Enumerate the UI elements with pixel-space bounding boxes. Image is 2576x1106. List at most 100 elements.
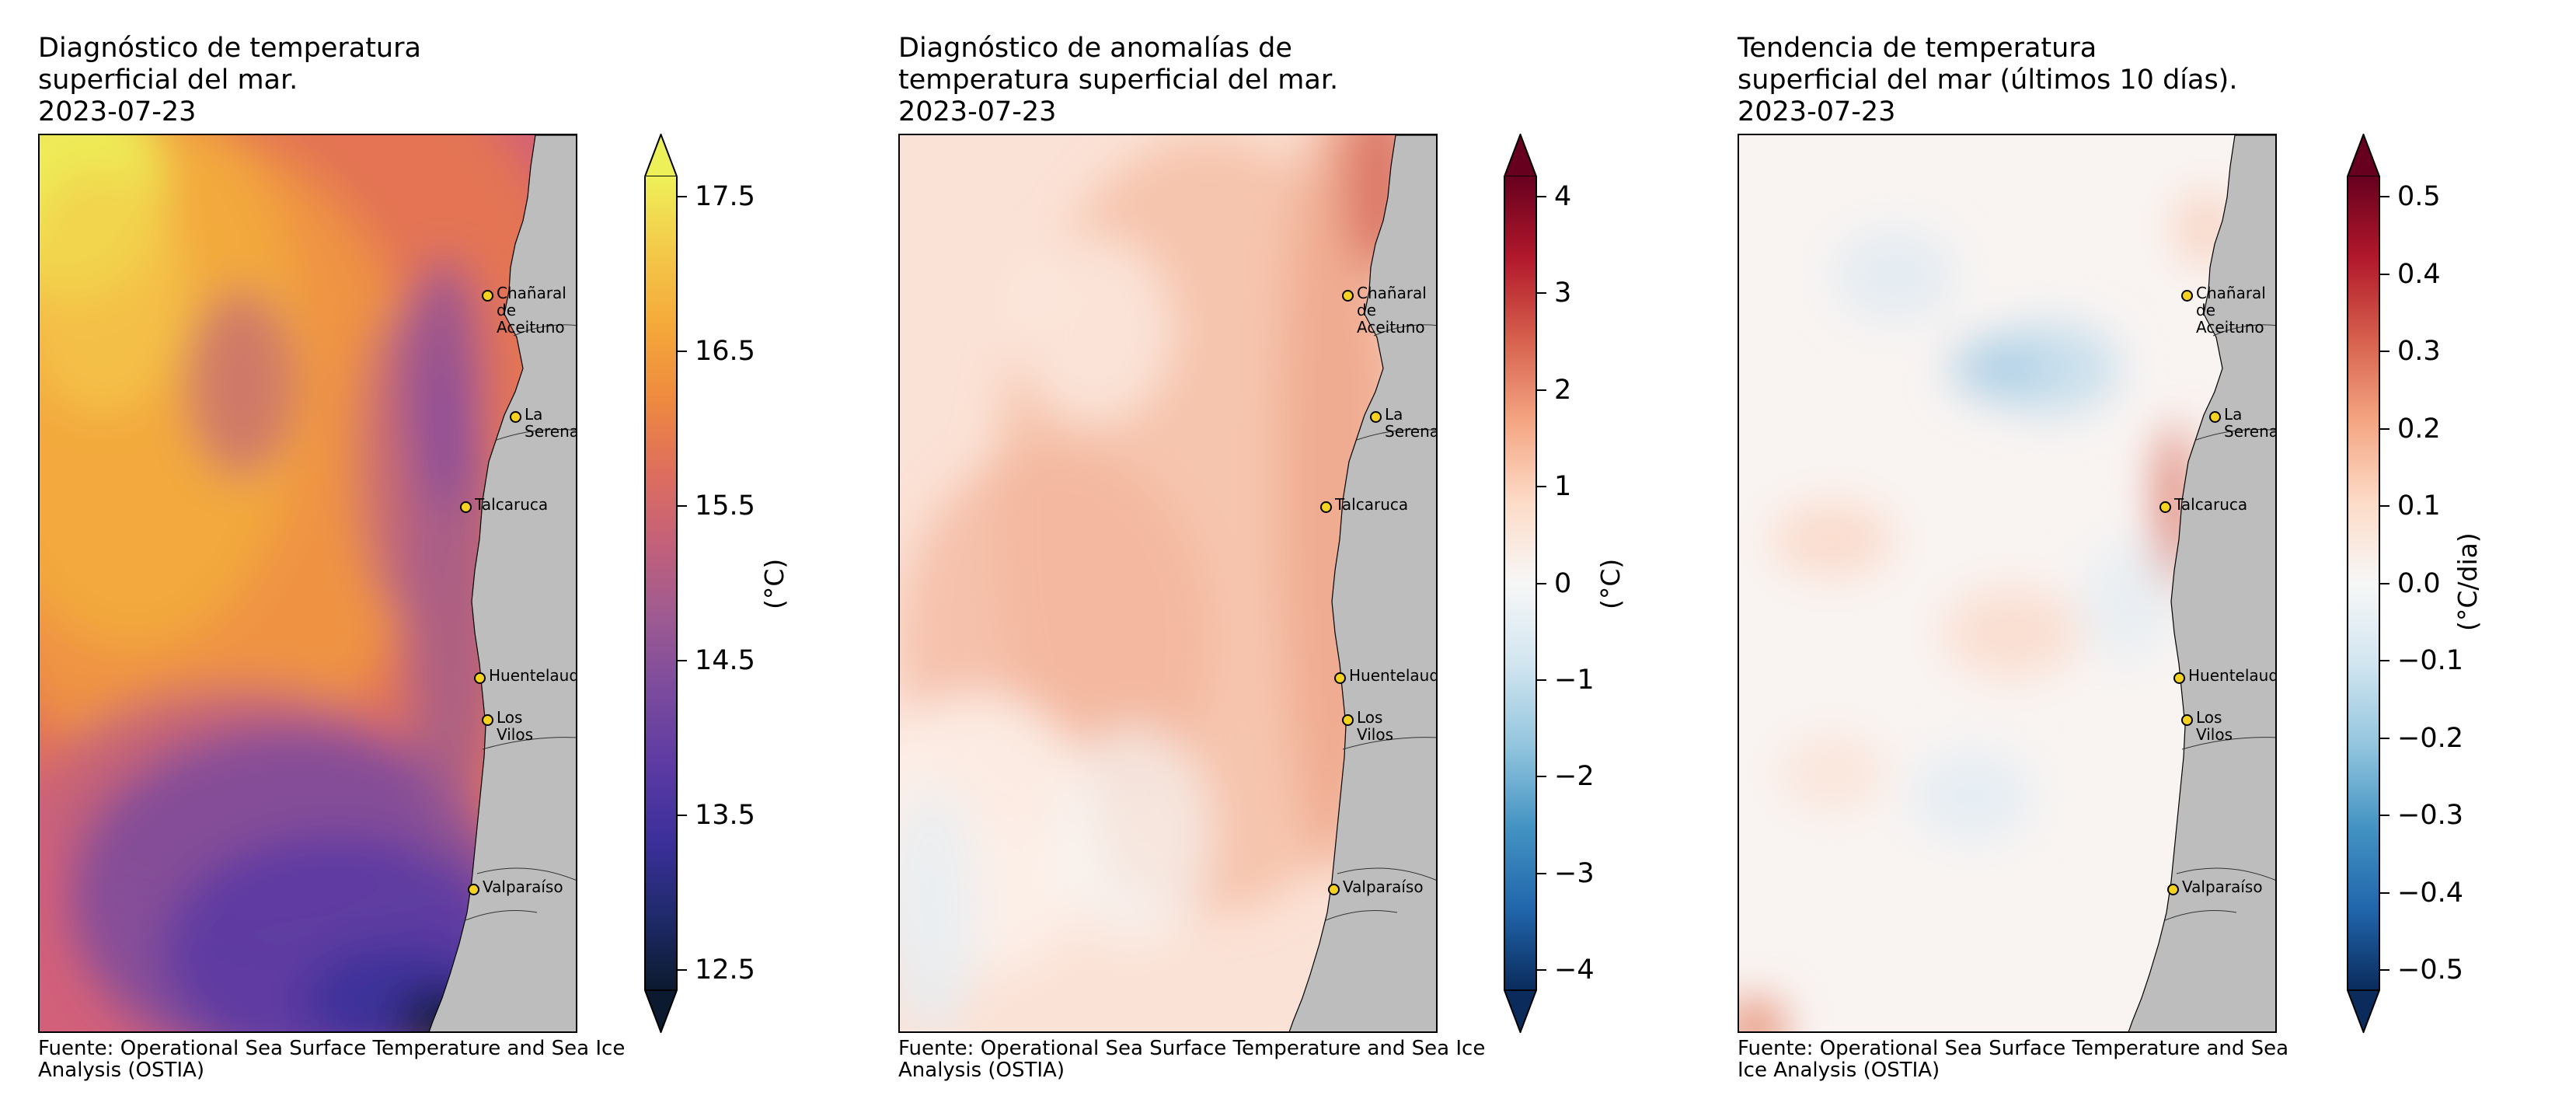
city-dot: [1342, 714, 1354, 726]
colorbar-tick-label: 17.5: [695, 181, 755, 212]
region-boundary: [2195, 429, 2275, 441]
colorbar-unit: (°C): [759, 558, 790, 609]
region-boundary: [1325, 910, 1398, 921]
colorbar-gradient: [2347, 176, 2380, 990]
region-boundary: [1373, 324, 1436, 337]
city-label: Talcaruca: [1335, 495, 1409, 514]
city-label: Los Vilos: [2196, 708, 2233, 744]
colorbar-tick-label: 1: [1554, 471, 1572, 503]
colorbar-tick-label: 0.0: [2397, 567, 2441, 599]
city-dot: [1342, 290, 1354, 302]
city-dot: [2173, 672, 2185, 684]
colorbar-min-arrow: [644, 989, 678, 1033]
colorbar-tick-label: 4: [1554, 181, 1572, 212]
region-boundary: [513, 324, 576, 337]
city-label: Talcaruca: [2174, 495, 2248, 514]
source-note: Fuente: Operational Sea Surface Temperat…: [1738, 1037, 2289, 1082]
colorbar-min-arrow: [1504, 989, 1537, 1033]
sst-field: [40, 135, 576, 1031]
panel-title: Diagnóstico de temperatura superficial d…: [38, 33, 421, 127]
city-label: La Serena: [2224, 405, 2277, 441]
region-boundary: [2212, 324, 2275, 337]
city-dot: [468, 884, 479, 895]
colorbar-tick-label: 13.5: [695, 800, 755, 831]
colorbar-gradient: [644, 176, 678, 990]
source-note: Fuente: Operational Sea Surface Temperat…: [898, 1037, 1486, 1082]
colorbar-unit: (°C): [1595, 558, 1626, 609]
region-boundary: [1337, 867, 1436, 881]
city-label: La Serena: [525, 405, 577, 441]
city-label: La Serena: [1385, 405, 1438, 441]
city-label: Huentelauquen: [1349, 666, 1436, 685]
colorbar-tick-label: 2: [1554, 374, 1572, 406]
city-label: Los Vilos: [497, 708, 534, 744]
colorbar-unit: (°C/dia): [2452, 532, 2483, 631]
region-boundary: [2164, 910, 2237, 921]
region-boundary: [476, 867, 576, 881]
city-dot: [482, 714, 493, 726]
colorbar-tick-label: −4: [1554, 954, 1595, 986]
land-mass: [1288, 135, 1436, 1031]
colorbar-tick-label: −0.5: [2397, 954, 2463, 986]
colorbar-tick-label: 0.1: [2397, 490, 2441, 522]
city-label: Valparaíso: [1343, 877, 1424, 896]
colorbar-tick-label: −3: [1554, 857, 1595, 889]
sst-panel: Diagnóstico de temperatura superficial d…: [38, 0, 815, 1106]
colorbar-tick-label: −0.4: [2397, 877, 2463, 909]
map-canvas: [40, 135, 576, 1031]
colorbar-tick-label: 3: [1554, 277, 1572, 309]
map-canvas: [900, 135, 1436, 1031]
city-label: Valparaíso: [483, 877, 563, 896]
city-dot: [1328, 884, 1340, 895]
colorbar-tick-label: 0.5: [2397, 181, 2441, 212]
city-dot: [482, 290, 493, 302]
city-label: Chañaral de Aceituno: [497, 284, 566, 337]
region-boundary: [2181, 737, 2275, 750]
colorbar-max-arrow: [644, 134, 678, 177]
colorbar-tick-label: 0.3: [2397, 336, 2441, 367]
city-label: Talcaruca: [475, 495, 549, 514]
city-dot: [474, 672, 486, 684]
city-dot: [2181, 290, 2193, 302]
city-label: Chañaral de Aceituno: [2196, 284, 2266, 337]
source-note: Fuente: Operational Sea Surface Temperat…: [38, 1037, 626, 1082]
colorbar-gradient: [1504, 176, 1537, 990]
colorbar-tick-label: 16.5: [695, 336, 755, 367]
colorbar-tick-label: 0.2: [2397, 413, 2441, 445]
city-dot: [1334, 672, 1346, 684]
city-label: Valparaíso: [2182, 877, 2263, 896]
city-dot: [1370, 411, 1382, 423]
city-dot: [510, 411, 521, 423]
region-boundary: [1356, 429, 1436, 441]
city-label: Los Vilos: [1357, 708, 1394, 744]
region-boundary: [496, 429, 576, 441]
region-boundary: [482, 737, 576, 750]
city-dot: [460, 501, 472, 513]
colorbar-tick-label: 0.4: [2397, 258, 2441, 290]
trend-panel: Tendencia de temperatura superficial del…: [1738, 0, 2515, 1106]
colorbar-tick-label: −0.3: [2397, 800, 2463, 831]
city-dot: [2209, 411, 2221, 423]
city-label: Huentelauquen: [2188, 666, 2275, 685]
land-mass: [2128, 135, 2275, 1031]
colorbar-tick-label: −0.2: [2397, 722, 2463, 754]
colorbar-tick-label: −1: [1554, 664, 1595, 696]
colorbar-tick-label: −0.1: [2397, 645, 2463, 676]
anomaly-panel: Diagnóstico de anomalías de temperatura …: [898, 0, 1675, 1106]
land-mass: [428, 135, 576, 1031]
colorbar-tick-label: 15.5: [695, 490, 755, 522]
colorbar-tick-label: 12.5: [695, 954, 755, 986]
colorbar-max-arrow: [1504, 134, 1537, 177]
city-dot: [1320, 501, 1332, 513]
city-dot: [2159, 501, 2171, 513]
region-boundary: [1342, 737, 1436, 750]
city-label: Huentelauquen: [489, 666, 576, 685]
colorbar-tick-label: 14.5: [695, 645, 755, 676]
city-label: Chañaral de Aceituno: [1357, 284, 1427, 337]
region-boundary: [465, 910, 538, 921]
colorbar-min-arrow: [2347, 989, 2380, 1033]
colorbar-tick-label: 0: [1554, 567, 1572, 599]
region-boundary: [2176, 867, 2275, 881]
city-dot: [2167, 884, 2179, 895]
colorbar-tick-label: −2: [1554, 761, 1595, 793]
